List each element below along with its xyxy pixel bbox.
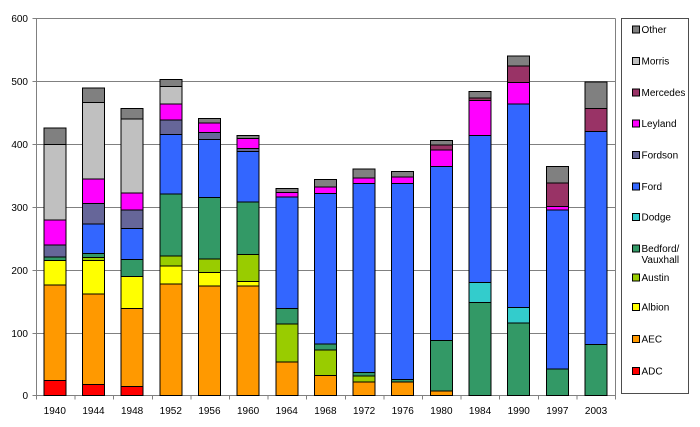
svg-text:1980: 1980: [430, 406, 453, 417]
svg-text:1968: 1968: [314, 406, 337, 417]
svg-text:1976: 1976: [392, 406, 415, 417]
svg-text:Leyland: Leyland: [642, 119, 677, 130]
svg-text:1972: 1972: [353, 406, 376, 417]
svg-text:600: 600: [11, 14, 28, 25]
svg-text:Mercedes: Mercedes: [642, 88, 686, 99]
svg-text:0: 0: [22, 391, 28, 402]
svg-text:1948: 1948: [121, 406, 144, 417]
svg-text:200: 200: [11, 266, 28, 277]
svg-text:Other: Other: [642, 25, 668, 36]
svg-text:1964: 1964: [276, 406, 299, 417]
svg-text:1956: 1956: [198, 406, 221, 417]
svg-text:1990: 1990: [508, 406, 531, 417]
svg-text:1997: 1997: [546, 406, 569, 417]
svg-text:ADC: ADC: [642, 367, 663, 378]
svg-text:500: 500: [11, 77, 28, 88]
svg-text:400: 400: [11, 140, 28, 151]
svg-text:2003: 2003: [585, 406, 608, 417]
svg-text:1940: 1940: [44, 406, 67, 417]
svg-text:Vauxhall: Vauxhall: [642, 255, 680, 266]
svg-text:1952: 1952: [160, 406, 183, 417]
svg-text:Dodge: Dodge: [642, 213, 672, 224]
svg-text:Albion: Albion: [642, 303, 670, 314]
svg-text:Bedford/: Bedford/: [642, 244, 680, 255]
svg-text:Morris: Morris: [642, 56, 670, 67]
svg-text:Ford: Ford: [642, 182, 663, 193]
svg-text:1984: 1984: [469, 406, 492, 417]
svg-text:AEC: AEC: [642, 335, 663, 346]
svg-text:1960: 1960: [237, 406, 260, 417]
svg-text:Austin: Austin: [642, 273, 670, 284]
svg-text:Fordson: Fordson: [642, 151, 679, 162]
svg-text:100: 100: [11, 329, 28, 340]
svg-text:300: 300: [11, 203, 28, 214]
svg-text:1944: 1944: [82, 406, 105, 417]
